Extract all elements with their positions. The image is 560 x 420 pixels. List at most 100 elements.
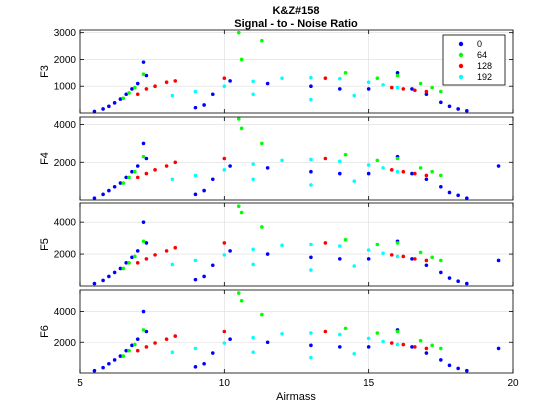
data-point <box>170 262 175 267</box>
data-point <box>395 342 400 347</box>
data-point <box>389 253 394 257</box>
data-point <box>465 368 469 373</box>
data-point <box>413 171 417 176</box>
data-point <box>170 350 175 355</box>
series-128 <box>135 241 429 265</box>
data-point <box>133 342 137 347</box>
data-point <box>352 179 357 183</box>
data-point <box>222 253 227 257</box>
data-point <box>144 87 149 91</box>
data-point <box>366 257 371 261</box>
panel-background <box>80 30 513 113</box>
data-point <box>260 225 264 229</box>
data-point <box>141 220 146 224</box>
data-point <box>135 337 140 341</box>
legend-label: 64 <box>477 50 487 60</box>
data-point <box>410 345 414 349</box>
data-point <box>439 100 443 105</box>
data-point <box>265 81 270 86</box>
y-tick-label: 2000 <box>54 158 77 169</box>
data-point <box>309 242 313 247</box>
data-point <box>228 164 232 168</box>
data-point <box>121 266 126 271</box>
data-point <box>92 368 97 373</box>
data-point <box>418 338 423 343</box>
data-point <box>92 109 97 114</box>
data-point <box>424 258 429 263</box>
data-point <box>222 84 227 89</box>
data-point <box>366 345 371 349</box>
series-0 <box>92 309 501 373</box>
series-128 <box>135 329 429 353</box>
y-axis-label: F4 <box>39 152 51 165</box>
data-point <box>210 263 215 268</box>
data-point <box>401 342 406 347</box>
data-point <box>236 291 241 295</box>
x-axis-label: Airmass <box>276 391 316 403</box>
data-point <box>228 79 232 83</box>
data-point <box>381 83 385 87</box>
data-point <box>395 73 400 78</box>
data-point <box>424 351 429 355</box>
data-point <box>121 96 126 101</box>
data-point <box>338 159 342 164</box>
data-point <box>144 73 149 78</box>
series-192 <box>170 75 400 102</box>
data-point <box>430 255 434 260</box>
data-point <box>430 169 434 174</box>
data-point <box>309 97 313 102</box>
data-point <box>366 87 371 91</box>
data-point <box>193 173 198 178</box>
data-point <box>395 156 400 161</box>
y-axis-label: F6 <box>39 325 51 338</box>
data-point <box>265 252 270 256</box>
data-point <box>236 117 241 121</box>
data-point <box>118 97 123 101</box>
series-64 <box>121 30 443 101</box>
data-point <box>343 152 348 157</box>
data-point <box>395 241 400 245</box>
legend-box <box>442 34 506 86</box>
data-point <box>418 166 423 170</box>
data-point <box>251 177 255 182</box>
data-point <box>202 188 206 193</box>
data-point <box>323 241 328 245</box>
data-point <box>202 274 206 279</box>
data-point <box>424 89 429 94</box>
y-axis-label: F3 <box>39 65 51 78</box>
data-point <box>366 80 371 85</box>
data-point <box>439 89 443 94</box>
data-point <box>338 345 342 349</box>
data-point <box>366 171 371 176</box>
data-point <box>395 71 400 75</box>
data-point <box>144 241 149 245</box>
data-point <box>309 183 313 187</box>
y-tick-label: 4000 <box>54 307 77 318</box>
series-64 <box>121 204 443 271</box>
data-point <box>239 126 244 131</box>
data-point <box>410 87 414 91</box>
data-point <box>424 263 429 268</box>
data-point <box>381 166 385 170</box>
data-point <box>323 156 328 161</box>
data-point <box>135 261 140 265</box>
data-point <box>447 276 452 280</box>
data-point <box>465 109 469 113</box>
y-tick-label: 4000 <box>54 218 77 229</box>
data-point <box>496 346 501 351</box>
data-point <box>309 268 313 272</box>
data-point <box>141 309 146 314</box>
data-point <box>222 156 227 161</box>
data-point <box>92 196 97 200</box>
series-0 <box>92 220 501 286</box>
data-point <box>439 358 443 362</box>
data-point <box>222 76 227 80</box>
data-point <box>107 361 111 366</box>
data-point <box>309 255 313 260</box>
data-point <box>133 254 137 259</box>
data-point <box>395 169 400 174</box>
data-point <box>239 298 244 303</box>
series-192 <box>170 157 400 187</box>
